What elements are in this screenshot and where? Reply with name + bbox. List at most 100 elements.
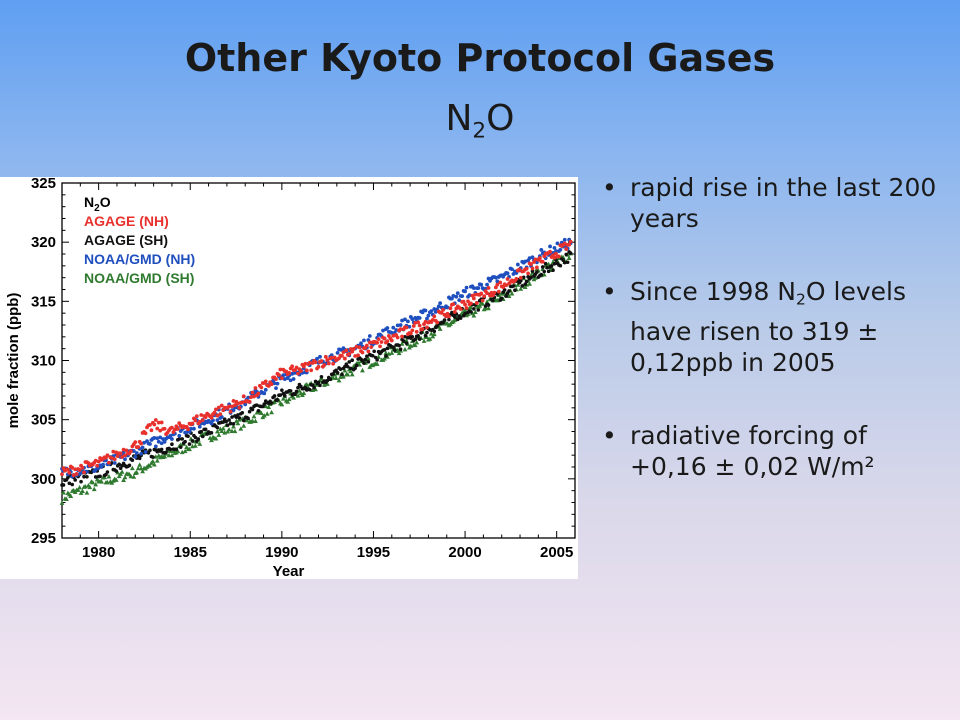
data-point	[318, 354, 322, 359]
data-point	[565, 260, 570, 265]
data-point	[558, 247, 563, 252]
data-point	[357, 345, 362, 350]
data-point	[413, 320, 418, 325]
data-point	[416, 320, 421, 325]
data-point	[243, 402, 248, 407]
data-point	[93, 475, 98, 479]
data-point	[96, 459, 101, 464]
data-point	[124, 448, 129, 453]
data-point	[233, 403, 237, 408]
data-point	[345, 372, 351, 377]
data-point	[439, 310, 444, 315]
data-point	[421, 338, 427, 343]
data-point	[170, 437, 174, 441]
data-point	[303, 361, 308, 366]
data-point	[523, 282, 527, 287]
data-point	[282, 393, 287, 398]
data-point	[389, 350, 395, 355]
data-point	[520, 284, 525, 288]
data-point	[184, 430, 189, 435]
data-point	[545, 265, 549, 270]
data-point	[182, 448, 188, 454]
data-point	[116, 473, 122, 479]
data-point	[513, 288, 517, 293]
data-point	[477, 303, 483, 308]
data-point	[403, 317, 407, 322]
data-point	[218, 412, 223, 417]
data-point	[464, 306, 469, 310]
data-point	[316, 380, 321, 385]
data-point	[505, 271, 510, 276]
data-point	[190, 439, 195, 443]
data-point	[295, 393, 301, 398]
data-point	[318, 383, 322, 388]
bullet-text: radiative forcing of +0,16 ± 0,02 W/m²	[630, 420, 875, 481]
data-point	[492, 290, 497, 295]
data-point	[129, 465, 135, 471]
data-point	[375, 358, 379, 362]
data-point	[149, 428, 154, 433]
data-point	[274, 386, 278, 391]
data-point	[246, 395, 251, 400]
data-point	[385, 326, 390, 330]
data-point	[556, 254, 561, 259]
data-point	[186, 427, 190, 432]
data-point	[123, 457, 127, 462]
data-point	[340, 372, 344, 377]
data-point	[293, 392, 297, 396]
series-group	[60, 239, 573, 478]
data-point	[425, 325, 429, 330]
data-point	[330, 375, 336, 380]
data-point	[240, 410, 245, 415]
data-point	[307, 387, 312, 392]
data-point	[288, 389, 293, 393]
data-point	[533, 257, 538, 262]
data-point	[110, 461, 114, 465]
data-point	[272, 381, 277, 386]
data-point	[256, 391, 261, 396]
data-point	[398, 327, 403, 332]
data-point	[394, 328, 399, 332]
data-point	[134, 451, 139, 455]
data-point	[396, 350, 402, 356]
data-point	[196, 437, 201, 441]
data-point	[353, 366, 357, 371]
data-point	[67, 481, 72, 486]
data-point	[463, 302, 467, 307]
data-point	[346, 364, 350, 369]
data-point	[228, 421, 233, 426]
data-point	[372, 349, 376, 354]
data-point	[262, 391, 267, 396]
data-point	[261, 413, 267, 418]
data-point	[351, 347, 356, 351]
data-point	[522, 284, 528, 289]
data-point	[107, 460, 111, 465]
data-point	[435, 320, 440, 325]
data-point	[325, 358, 330, 362]
n2o-chart: 1980 1985 1990 1995 2000 2005 295 300 305 310 315 3…	[5, 177, 576, 579]
data-point	[115, 470, 121, 475]
data-point	[414, 339, 420, 345]
x-tick-label: 1985	[174, 544, 207, 561]
data-point	[241, 394, 246, 399]
data-point	[529, 262, 533, 266]
data-point	[121, 477, 126, 483]
data-point	[199, 429, 204, 434]
data-point	[414, 329, 419, 334]
data-point	[568, 239, 573, 244]
data-point	[451, 294, 456, 298]
data-point	[219, 403, 224, 408]
data-point	[367, 334, 372, 338]
data-point	[425, 316, 429, 321]
data-point	[473, 292, 478, 297]
data-point	[301, 390, 307, 396]
data-point	[437, 326, 443, 331]
data-point	[189, 426, 193, 431]
data-point	[382, 336, 387, 341]
data-point	[333, 375, 339, 381]
data-point	[67, 470, 72, 475]
data-point	[509, 291, 515, 296]
data-point	[98, 474, 102, 479]
data-point	[284, 369, 289, 374]
data-point	[430, 318, 435, 322]
